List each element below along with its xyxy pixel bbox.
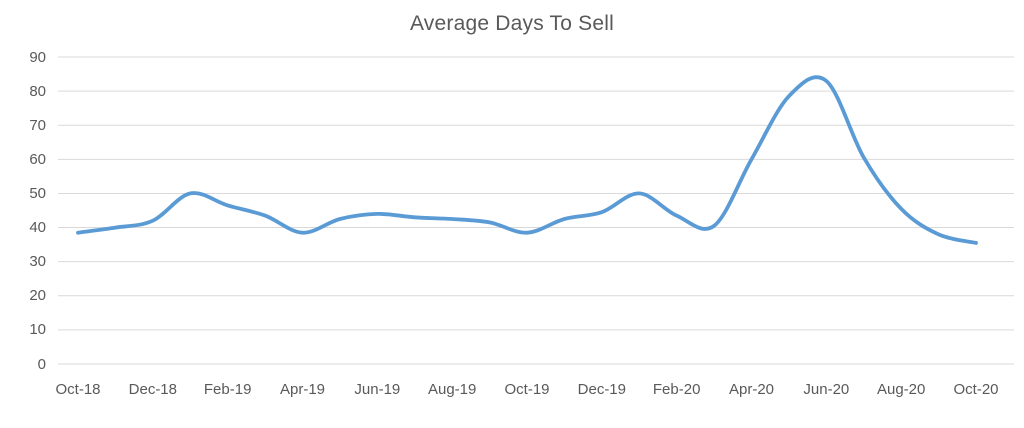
- x-axis-tick-label: Feb-19: [203, 381, 252, 398]
- x-axis-tick-label: Jun-20: [803, 381, 850, 398]
- y-axis-tick-label: 40: [29, 219, 46, 237]
- x-axis-tick-label: Apr-20: [728, 381, 775, 398]
- x-axis-tick-label: Feb-20: [652, 381, 701, 398]
- x-axis-tick-label: Dec-18: [128, 381, 177, 398]
- y-axis-tick-label: 80: [29, 82, 46, 100]
- x-axis-tick-label: Oct-19: [504, 381, 550, 398]
- y-axis-tick-label: 50: [29, 184, 46, 202]
- y-axis-tick-label: 10: [29, 321, 46, 339]
- y-axis-tick-label: 30: [29, 253, 46, 271]
- x-axis-tick-label: Oct-20: [953, 381, 999, 398]
- x-axis-tick-label: Apr-19: [279, 381, 326, 398]
- x-axis-tick-label: Aug-19: [427, 381, 477, 398]
- x-axis-tick-label: Dec-19: [577, 381, 626, 398]
- series-line: [76, 75, 978, 245]
- y-axis-tick-label: 60: [29, 150, 46, 168]
- x-axis-tick-label: Aug-20: [876, 381, 926, 398]
- y-axis-tick-label: 70: [29, 116, 46, 134]
- chart-title: Average Days To Sell: [409, 12, 614, 35]
- y-axis-tick-label: 20: [29, 287, 46, 305]
- x-axis-tick-label: Oct-18: [55, 381, 101, 398]
- y-axis-tick-label: 0: [37, 355, 46, 373]
- x-axis-tick-label: Jun-19: [354, 381, 401, 398]
- y-axis-tick-label: 90: [29, 48, 46, 66]
